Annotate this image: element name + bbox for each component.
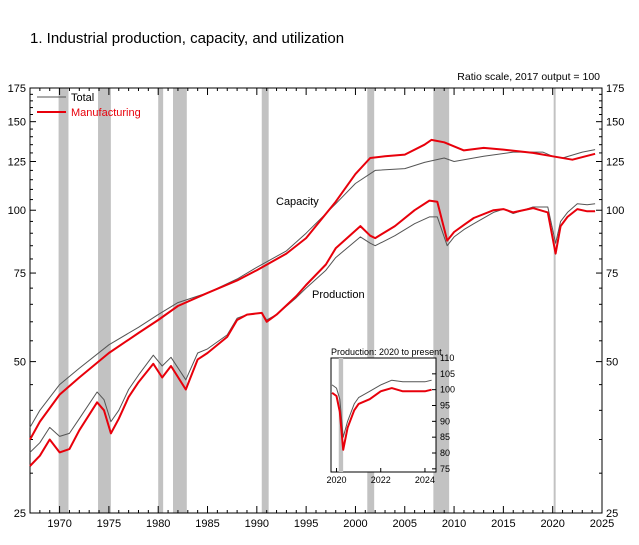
series-lines — [29, 138, 596, 467]
inset-x-tick-label: 2022 — [371, 475, 391, 485]
x-tick-label: 2020 — [540, 518, 564, 530]
inset-line-manufacturing — [331, 387, 432, 451]
y-tick-label-left: 100 — [8, 205, 26, 217]
inset-x-tick-label: 2020 — [327, 475, 347, 485]
inset-frame — [330, 357, 437, 473]
recession-band-2 — [158, 88, 164, 513]
y-tick-label-right: 175 — [606, 83, 624, 95]
x-tick-label: 1995 — [294, 518, 318, 530]
recession-band-3 — [173, 88, 187, 513]
y-tick-label-right: 50 — [606, 357, 618, 369]
x-tick-label: 2000 — [343, 518, 367, 530]
inset-chart: Production: 2020 to present 75 80 85 90 95 10… — [327, 347, 456, 485]
recession-shading — [58, 88, 556, 513]
production-annotation: Production — [312, 289, 365, 301]
y-tick-label-left: 75 — [14, 268, 26, 280]
inset-y-tick-label: 100 — [440, 385, 455, 395]
x-tick-label: 1985 — [195, 518, 219, 530]
line-production-manufacturing — [29, 199, 596, 467]
y-tick-label-left: 150 — [8, 117, 26, 129]
recession-band-5 — [367, 88, 375, 513]
inset-y-tick-label: 95 — [440, 401, 450, 411]
x-tick-label: 2005 — [393, 518, 417, 530]
capacity-annotation: Capacity — [276, 196, 319, 208]
y-tick-label-right: 25 — [606, 508, 618, 520]
y-tick-label-right: 125 — [606, 156, 624, 168]
inset-y-tick-label: 105 — [440, 369, 455, 379]
recession-band-4 — [261, 88, 269, 513]
chart-axes: 25 25 50 50 75 75 100 100 125 125 150 150 175 175 1970… — [8, 83, 625, 530]
x-tick-label: 1980 — [146, 518, 170, 530]
y-tick-label-left: 25 — [14, 508, 26, 520]
page-title: 1. Industrial production, capacity, and … — [30, 30, 345, 47]
inset-y-tick-label: 85 — [440, 432, 450, 442]
x-tick-label: 2010 — [442, 518, 466, 530]
recession-band-6 — [433, 88, 450, 513]
recession-band-1 — [98, 88, 111, 513]
x-tick-label: 1990 — [245, 518, 269, 530]
legend-label-total: Total — [71, 92, 94, 104]
inset-y-tick-label: 110 — [440, 353, 454, 363]
recession-band-0 — [58, 88, 69, 513]
x-tick-label: 1970 — [47, 518, 71, 530]
inset-title: Production: 2020 to present — [331, 347, 442, 357]
inset-y-tick-label: 90 — [440, 416, 450, 426]
inset-x-tick-label: 2024 — [415, 475, 435, 485]
y-tick-label-left: 50 — [14, 357, 26, 369]
y-tick-label-right: 100 — [606, 205, 624, 217]
x-tick-label: 2025 — [590, 518, 614, 530]
y-tick-label-left: 175 — [8, 83, 26, 95]
legend-label-manufacturing: Manufacturing — [71, 107, 141, 119]
inset-y-tick-label: 75 — [440, 464, 450, 474]
y-tick-label-right: 75 — [606, 268, 618, 280]
recession-band-7 — [553, 88, 556, 513]
x-tick-label: 2015 — [491, 518, 515, 530]
y-tick-label-left: 125 — [8, 156, 26, 168]
scale-note: Ratio scale, 2017 output = 100 — [457, 71, 600, 83]
inset-y-tick-label: 80 — [440, 448, 450, 458]
legend: Total Manufacturing — [37, 92, 141, 119]
inset-line-total — [331, 379, 432, 438]
x-tick-label: 1975 — [97, 518, 121, 530]
y-tick-label-right: 150 — [606, 117, 624, 129]
line-production-total — [29, 203, 596, 453]
line-capacity-manufacturing — [29, 138, 596, 440]
